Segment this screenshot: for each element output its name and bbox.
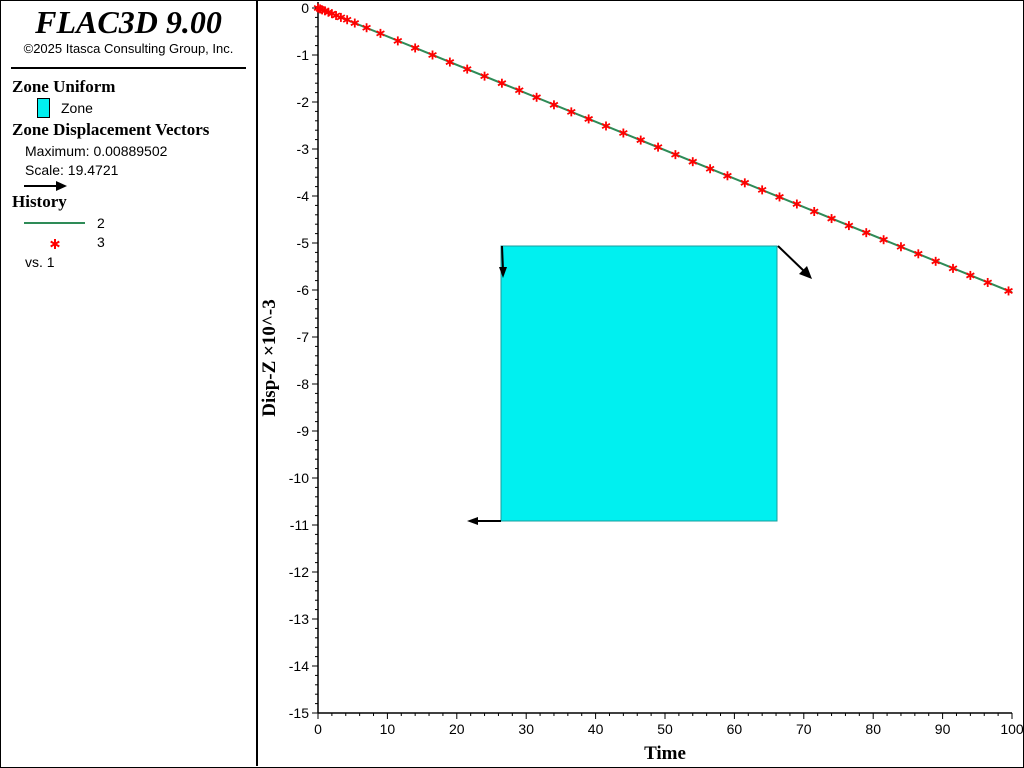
vector-bottom-left-icon: [467, 517, 501, 525]
y-tick-label: 0: [301, 0, 309, 16]
series-3-point: [965, 270, 975, 280]
series-3-point: [532, 92, 541, 102]
series-3-point: [913, 249, 923, 259]
history-vs-label: vs. 1: [25, 254, 55, 270]
x-tick-label: 40: [588, 721, 604, 737]
y-tick-label: -4: [297, 188, 310, 204]
history-line-label: 2: [97, 215, 105, 231]
series-3-point: [584, 114, 594, 124]
vector-top-right-icon: [777, 245, 812, 279]
copyright-text: ©2025 Itasca Consulting Group, Inc.: [23, 41, 234, 56]
x-tick-label: 90: [935, 721, 951, 737]
x-tick-label: 50: [657, 721, 673, 737]
series-3-point: [896, 242, 906, 252]
y-tick-label: -1: [297, 47, 310, 63]
series-3-point: [497, 78, 507, 88]
series-3-point: [983, 277, 993, 287]
y-tick-label: -14: [289, 658, 309, 674]
legend-panel: FLAC3D 9.00 ©2025 Itasca Consulting Grou…: [1, 1, 258, 766]
x-tick-label: 20: [449, 721, 465, 737]
history-marker-icon: [50, 239, 60, 249]
series-3-point: [342, 15, 352, 25]
series-3-point: [462, 64, 472, 74]
series-3-point: [336, 12, 346, 22]
y-axis-label: Disp-Z ×10^-3: [259, 299, 280, 416]
vectors-maximum: Maximum: 0.00889502: [25, 143, 168, 159]
series-3-point: [618, 128, 628, 138]
series-3-point: [792, 199, 802, 209]
series-3-point: [514, 85, 524, 95]
series-3-point: [362, 23, 371, 33]
y-tick-label: -11: [290, 517, 309, 533]
y-tick-label: -10: [289, 470, 309, 486]
series-3-point: [549, 100, 559, 110]
x-axis-label: Time: [644, 743, 686, 764]
vector-arrow-icon: [24, 181, 67, 191]
series-3-point: [428, 50, 437, 60]
series-3-point: [445, 57, 455, 67]
series-3-point: [931, 256, 941, 266]
series-3-point: [688, 157, 698, 167]
y-tick-label: -9: [297, 423, 310, 439]
series-3-point: [705, 164, 715, 174]
x-tick-label: 30: [518, 721, 534, 737]
series-3-point: [809, 207, 819, 217]
zone-uniform-heading: Zone Uniform: [12, 77, 116, 96]
y-tick-label: -2: [297, 94, 310, 110]
vector-top-left-icon: [499, 245, 507, 278]
series-3-point: [1004, 286, 1013, 296]
zone-item-label: Zone: [61, 100, 93, 116]
legend-separator: [11, 67, 246, 69]
series-3-point: [566, 107, 576, 117]
x-tick-label: 0: [314, 721, 322, 737]
x-tick-label: 70: [796, 721, 812, 737]
series-3-point: [844, 221, 854, 231]
y-tick-label: -6: [297, 282, 310, 298]
series-3-point: [948, 263, 958, 273]
series-3-point: [879, 235, 888, 245]
axis-ticks: 0 -1 -2 -3 -4 -5 -6 -7 -8 -9 -10 -11 -12 -13 -14 -15 0 10…: [289, 0, 1024, 737]
zone-color-swatch: [37, 98, 50, 118]
x-tick-label: 100: [1000, 721, 1024, 737]
history-marker-label: 3: [97, 234, 105, 250]
series-3-point: [861, 228, 871, 238]
series-3-point: [601, 121, 611, 131]
vectors-scale: Scale: 19.4721: [25, 162, 119, 178]
x-tick-label: 10: [380, 721, 396, 737]
series-3-point: [480, 71, 489, 81]
y-tick-label: -5: [297, 235, 310, 251]
y-tick-label: -15: [289, 705, 309, 721]
history-heading: History: [12, 192, 67, 211]
y-tick-label: -13: [289, 611, 309, 627]
series-3-point: [410, 43, 420, 53]
series-3-point: [827, 214, 836, 224]
series-3-point: [723, 171, 732, 181]
series-3-point: [350, 18, 360, 28]
y-tick-label: -7: [297, 329, 310, 345]
series-3-point: [757, 185, 767, 195]
series-3-point: [653, 142, 663, 152]
y-tick-label: -8: [297, 376, 310, 392]
displacement-vectors: [467, 245, 812, 525]
series-3-point: [636, 135, 646, 145]
y-tick-label: -3: [297, 141, 310, 157]
series-3-point: [775, 192, 784, 202]
zone-square: [500, 245, 778, 522]
series-3-point: [671, 150, 680, 160]
series-3-point: [393, 36, 403, 46]
vectors-heading: Zone Displacement Vectors: [12, 120, 210, 139]
x-tick-label: 60: [727, 721, 743, 737]
y-tick-label: -12: [289, 564, 309, 580]
x-tick-label: 80: [865, 721, 881, 737]
app-title: FLAC3D 9.00: [35, 4, 222, 40]
history-line-swatch: [24, 222, 85, 224]
series-3-point: [740, 178, 750, 188]
series-3-point: [376, 28, 385, 38]
series-layer: [313, 3, 1013, 296]
